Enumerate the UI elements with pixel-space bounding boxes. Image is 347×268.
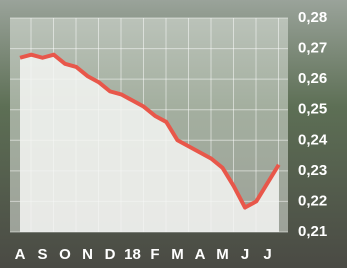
y-tick-label: 0,26 <box>298 70 327 87</box>
y-tick-label: 0,27 <box>298 40 327 57</box>
y-tick-label: 0,23 <box>298 162 327 179</box>
chart: 0,210,220,230,240,250,260,270,28ASOND18F… <box>0 0 347 268</box>
y-tick-label: 0,21 <box>298 223 327 240</box>
x-tick-label: N <box>82 246 93 263</box>
y-tick-label: 0,25 <box>298 101 327 118</box>
x-tick-label: J <box>241 246 249 263</box>
x-tick-label: M <box>216 246 229 263</box>
x-tick-label: D <box>105 246 116 263</box>
x-tick-label: S <box>37 246 47 263</box>
y-tick-label: 0,28 <box>298 9 327 26</box>
x-tick-label: F <box>150 246 159 263</box>
x-tick-label: M <box>171 246 184 263</box>
y-tick-label: 0,22 <box>298 192 327 209</box>
x-tick-label: 18 <box>124 246 141 263</box>
x-tick-label: O <box>59 246 71 263</box>
y-tick-label: 0,24 <box>298 131 328 148</box>
x-tick-label: J <box>263 246 271 263</box>
x-tick-label: A <box>15 246 26 263</box>
x-tick-label: A <box>195 246 206 263</box>
